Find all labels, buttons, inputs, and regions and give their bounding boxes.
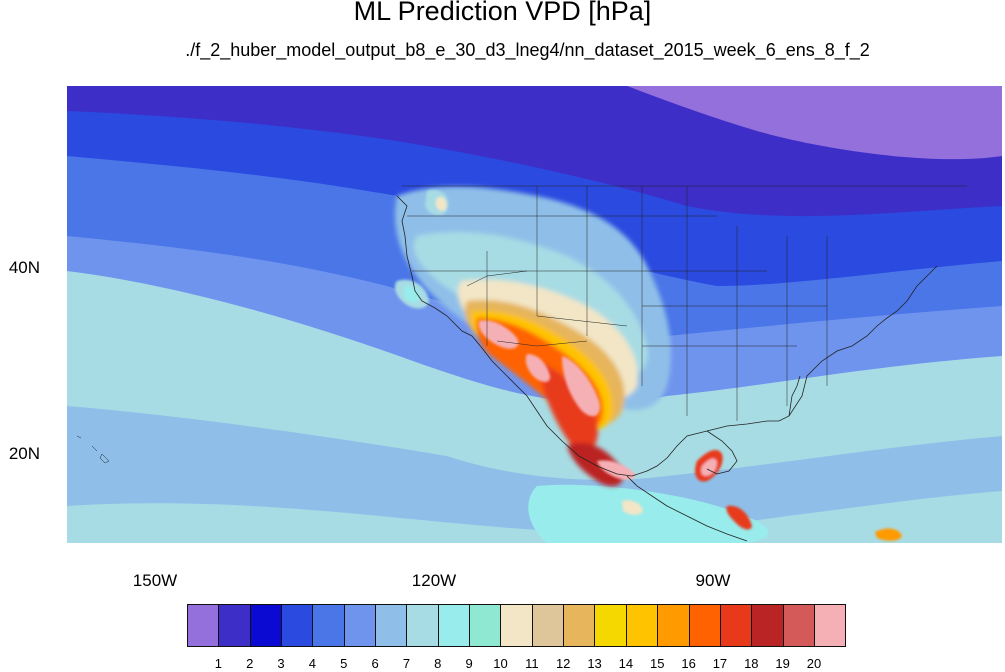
lon-label-90w: 90W (695, 571, 731, 590)
colorbar-tick-label: 11 (525, 656, 539, 671)
colorbar-swatch (218, 604, 251, 647)
colorbar-tick-label: 4 (308, 656, 316, 671)
colorbar-tick-label: 20 (806, 656, 822, 671)
colorbar-tick-label: 18 (744, 656, 759, 671)
map-subtitle: ./f_2_huber_model_output_b8_e_30_d3_lneg… (185, 40, 870, 60)
colorbar-swatch (563, 604, 596, 647)
colorbar-swatch (406, 604, 439, 647)
colorbar-swatch (281, 604, 314, 647)
colorbar-tick-label: 2 (246, 656, 254, 671)
colorbar-swatch (751, 604, 784, 647)
colorbar-swatch (782, 604, 815, 647)
colorbar (187, 604, 847, 647)
colorbar-tick-label: 19 (775, 656, 790, 671)
colorbar-tick-label: 6 (371, 656, 379, 671)
colorbar-swatch (343, 604, 377, 647)
colorbar-tick-label: 10 (493, 656, 508, 671)
northwest-pockets (394, 189, 449, 309)
colorbar-swatch (437, 604, 471, 647)
colorbar-tick-label: 8 (434, 656, 442, 671)
lon-label-150w: 150W (132, 571, 178, 590)
colorbar-swatch (594, 604, 627, 647)
colorbar-tick-label: 3 (277, 656, 285, 671)
colorbar-swatch (375, 604, 408, 647)
lat-label-40n: 40N (8, 258, 40, 277)
band-1 (627, 86, 1002, 160)
colorbar-labels: 1 2 3 4 5 6 7 8 9 10 11 12 13 14 15 16 17 18 19 20 (0, 656, 1005, 672)
band-9 (528, 484, 769, 543)
colorbar-tick-label: 5 (340, 656, 348, 671)
colorbar-swatch (531, 604, 565, 647)
colorbar-swatch (688, 604, 721, 647)
vpd-map-canvas (67, 86, 1002, 543)
colorbar-swatch (719, 604, 753, 647)
colorbar-tick-label: 9 (465, 656, 473, 671)
island-outlines (76, 435, 110, 464)
band-8 (67, 491, 1002, 543)
state-borders (402, 185, 967, 421)
colorbar-tick-label: 12 (555, 656, 571, 671)
colorbar-swatch (625, 604, 659, 647)
colorbar-tick-label: 1 (214, 656, 222, 671)
colorbar-swatch (657, 604, 690, 647)
lon-label-120w: 120W (411, 571, 457, 590)
coastlines (396, 195, 938, 542)
colorbar-swatch (469, 604, 502, 647)
colorbar-tick-label: 17 (712, 656, 728, 671)
colorbar-swatch (249, 604, 283, 647)
colorbar-tick-label: 7 (402, 656, 411, 671)
colorbar-tick-label: 14 (618, 656, 634, 671)
vpd-map (67, 86, 1002, 543)
colorbar-swatch (312, 604, 345, 647)
map-title: ML Prediction VPD [hPa] (353, 0, 652, 26)
colorbar-tick-label: 16 (681, 656, 696, 671)
colorbar-swatch (187, 604, 220, 647)
colorbar-swatch (500, 604, 533, 647)
colorbar-tick-label: 15 (650, 656, 665, 671)
band-7 (67, 406, 1002, 543)
colorbar-tick-label: 13 (587, 656, 602, 671)
colorbar-swatch (813, 604, 847, 647)
lat-label-20n: 20N (8, 444, 40, 463)
